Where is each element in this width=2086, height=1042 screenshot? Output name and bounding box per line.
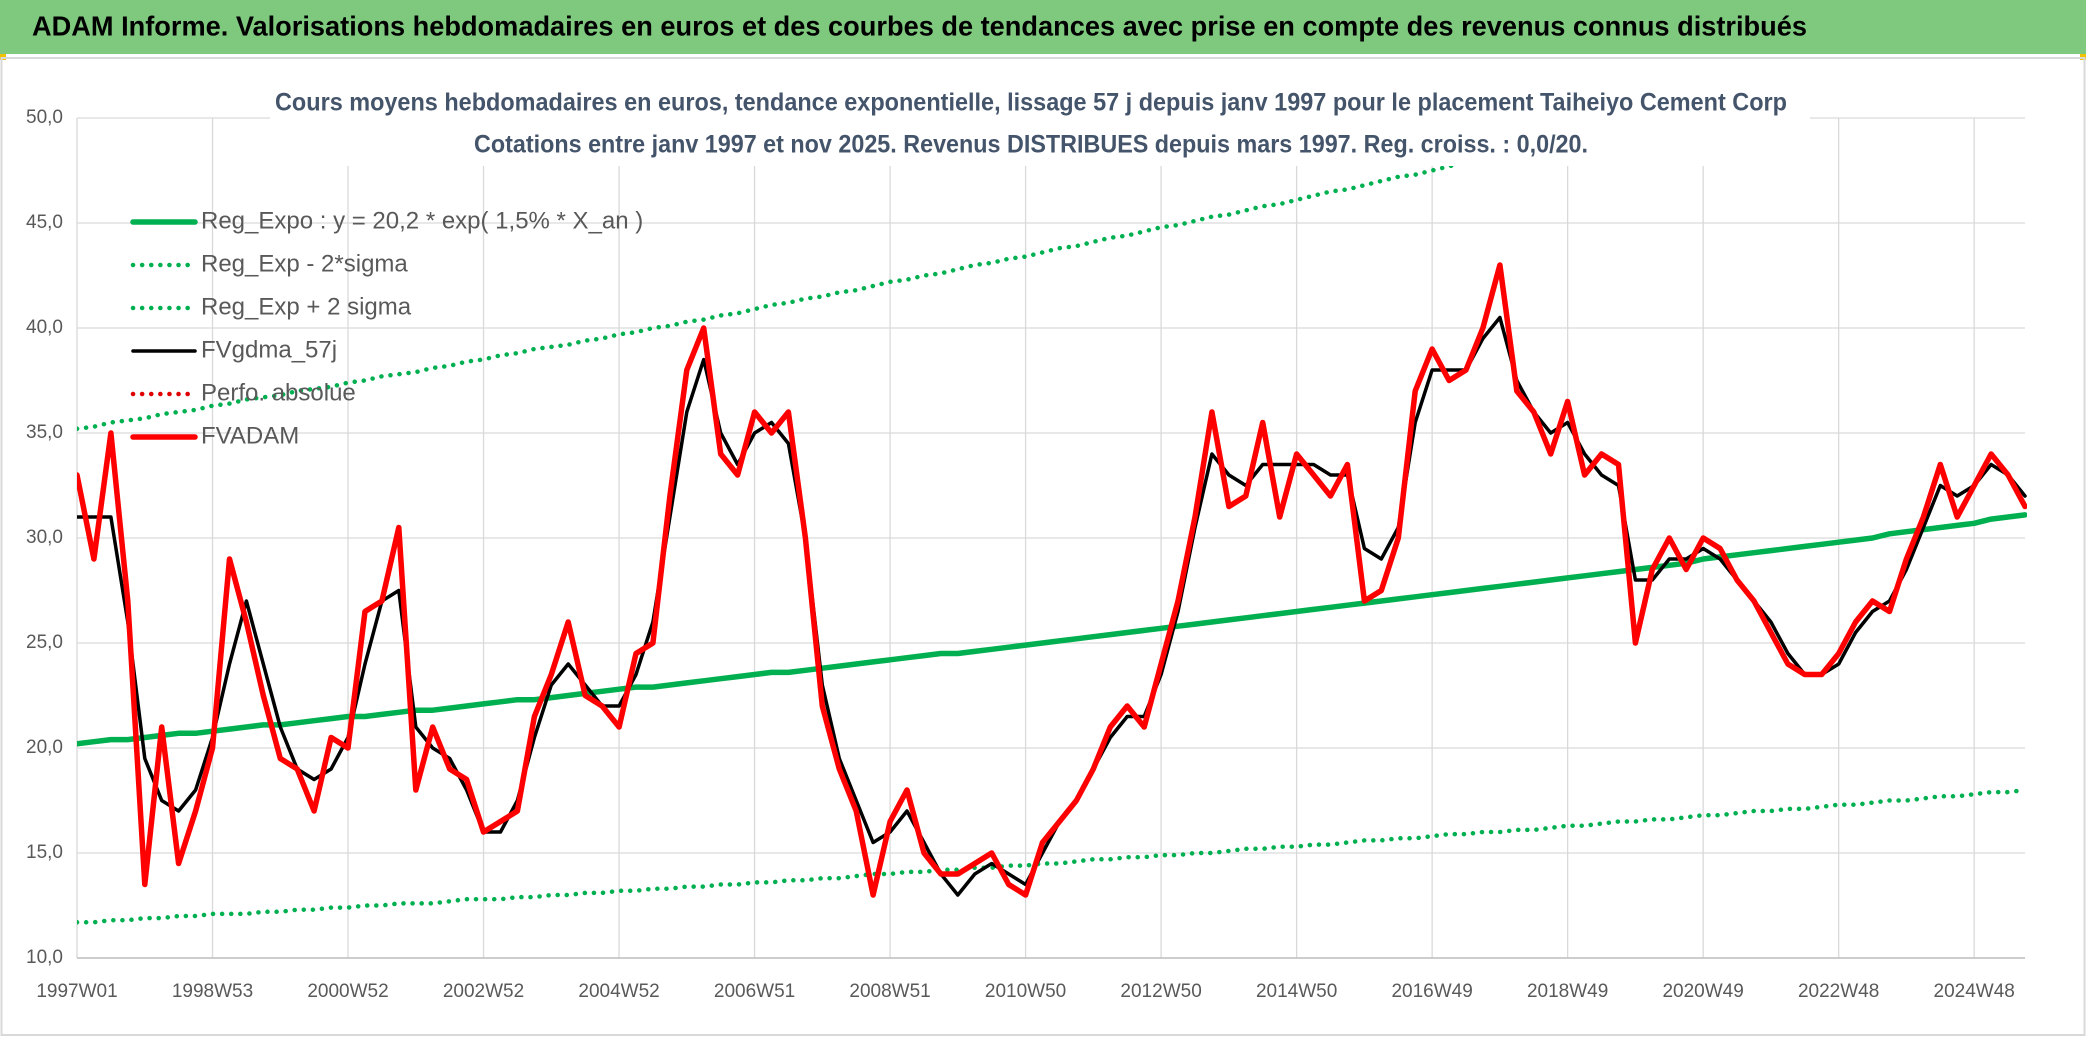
y-tick-label: 35,0 — [26, 422, 63, 443]
x-tick-label: 2024W48 — [1934, 981, 2015, 1002]
y-tick-label: 40,0 — [26, 317, 63, 338]
x-tick-label: 2016W49 — [1391, 981, 1472, 1002]
x-tick-label: 2006W51 — [714, 981, 795, 1002]
series-line — [77, 512, 2027, 747]
header-title: ADAM Informe. Valorisations hebdomadaire… — [32, 10, 1807, 41]
y-tick-label: 10,0 — [26, 947, 63, 968]
y-tick-label: 25,0 — [26, 632, 63, 653]
chart-frame — [0, 57, 2086, 1036]
chart-title: Cours moyens hebdomadaires en euros, ten… — [275, 89, 1787, 117]
x-tick-label: 1998W53 — [172, 981, 253, 1002]
legend-label: Reg_Expo : y = 20,2 * exp( 1,5% * X_an ) — [201, 207, 643, 234]
series-group — [77, 787, 2027, 925]
y-tick-label: 45,0 — [26, 212, 63, 233]
y-tick-label: 15,0 — [26, 842, 63, 863]
y-tick-label: 20,0 — [26, 737, 63, 758]
x-tick-label: 2000W52 — [307, 981, 388, 1002]
legend: Reg_Expo : y = 20,2 * exp( 1,5% * X_an )… — [130, 207, 643, 449]
title-background — [270, 84, 1810, 166]
x-tick-label: 2008W51 — [849, 981, 930, 1002]
series-line — [77, 112, 1695, 432]
x-tick-label: 2012W50 — [1120, 981, 1201, 1002]
x-tick-label: 2010W50 — [985, 981, 1066, 1002]
series-group — [77, 512, 2027, 747]
chart-subtitle: Cotations entre janv 1997 et nov 2025. R… — [474, 131, 1588, 159]
x-tick-label: 2014W50 — [1256, 981, 1337, 1002]
series-group — [77, 112, 1695, 432]
series-line — [77, 262, 2027, 898]
header-bar — [0, 0, 2086, 54]
legend-label: Perfo. absolue — [201, 379, 356, 406]
x-tick-label: 2018W49 — [1527, 981, 1608, 1002]
plot-area: 10,0 15,0 20,0 25,0 30,0 35,0 40,0 45,0 50,0 1997… — [26, 107, 2027, 1002]
x-tick-label: 2020W49 — [1662, 981, 1743, 1002]
x-tick-label: 1997W01 — [36, 981, 117, 1002]
legend-label: Reg_Exp + 2 sigma — [201, 293, 412, 320]
series-group — [77, 262, 2027, 898]
x-tick-label: 2022W48 — [1798, 981, 1879, 1002]
legend-label: Reg_Exp - 2*sigma — [201, 250, 408, 277]
y-tick-label: 50,0 — [26, 107, 63, 128]
series-line — [77, 787, 2027, 925]
y-tick-label: 30,0 — [26, 527, 63, 548]
legend-label: FVgdma_57j — [201, 336, 337, 363]
legend-label: FVADAM — [201, 422, 299, 449]
x-tick-label: 2002W52 — [443, 981, 524, 1002]
x-tick-label: 2004W52 — [578, 981, 659, 1002]
